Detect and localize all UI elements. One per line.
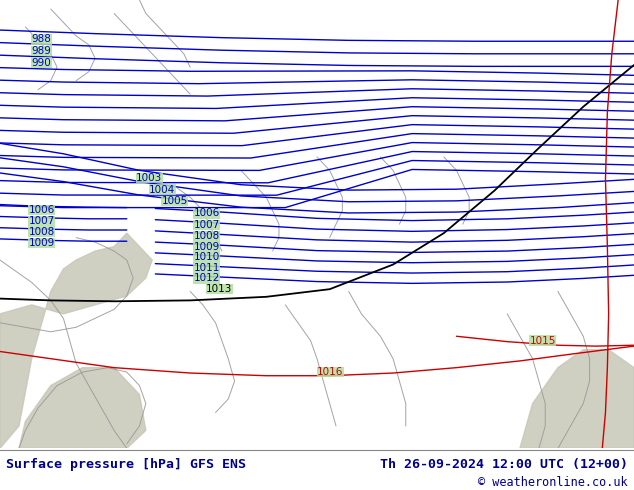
Text: 1007: 1007 xyxy=(29,216,55,226)
Text: 1003: 1003 xyxy=(136,173,162,183)
Text: 989: 989 xyxy=(32,46,51,56)
Text: 1008: 1008 xyxy=(193,231,219,241)
Text: 1007: 1007 xyxy=(193,220,219,230)
Text: 1013: 1013 xyxy=(206,284,233,294)
Text: © weatheronline.co.uk: © weatheronline.co.uk xyxy=(478,476,628,489)
Text: 1009: 1009 xyxy=(193,242,219,251)
Polygon shape xyxy=(520,350,634,448)
Text: 1004: 1004 xyxy=(149,185,175,195)
Text: 1010: 1010 xyxy=(193,252,219,262)
Polygon shape xyxy=(0,233,152,448)
Text: 1006: 1006 xyxy=(29,205,55,215)
Text: 990: 990 xyxy=(32,58,51,68)
Text: 1005: 1005 xyxy=(162,196,188,206)
Text: 1016: 1016 xyxy=(317,367,344,377)
Text: 1012: 1012 xyxy=(193,273,220,283)
Text: 1015: 1015 xyxy=(529,336,556,346)
Text: Th 26-09-2024 12:00 UTC (12+00): Th 26-09-2024 12:00 UTC (12+00) xyxy=(380,458,628,471)
Text: Surface pressure [hPa] GFS ENS: Surface pressure [hPa] GFS ENS xyxy=(6,458,247,471)
Text: 988: 988 xyxy=(32,34,51,45)
Text: 1006: 1006 xyxy=(193,208,219,219)
Polygon shape xyxy=(19,368,146,448)
Text: 1009: 1009 xyxy=(29,238,55,248)
Text: 1011: 1011 xyxy=(193,263,220,273)
Text: 1008: 1008 xyxy=(29,227,55,237)
